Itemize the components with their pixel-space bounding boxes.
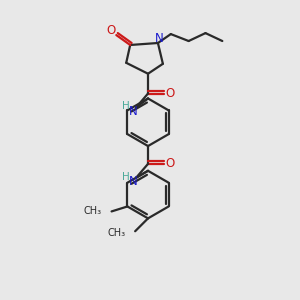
Text: N: N	[129, 105, 137, 118]
Text: O: O	[165, 87, 174, 100]
Text: O: O	[165, 158, 174, 170]
Text: CH₃: CH₃	[107, 228, 125, 238]
Text: H: H	[122, 172, 130, 182]
Text: CH₃: CH₃	[83, 206, 102, 216]
Text: O: O	[107, 24, 116, 37]
Text: N: N	[129, 175, 137, 188]
Text: N: N	[154, 32, 163, 44]
Text: H: H	[122, 101, 130, 111]
